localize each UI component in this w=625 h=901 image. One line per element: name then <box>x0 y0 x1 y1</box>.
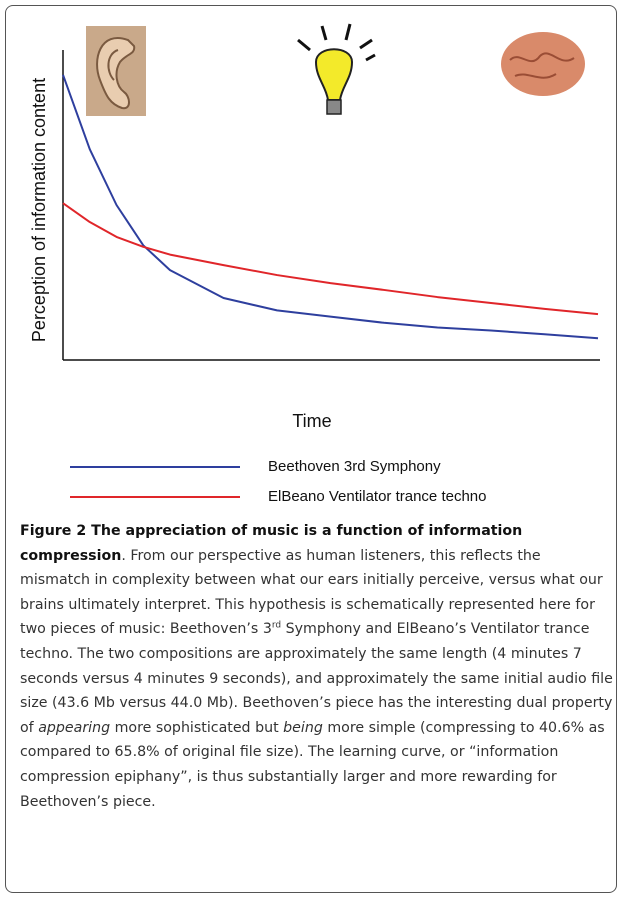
lightbulb-icon <box>298 24 375 114</box>
x-axis-label: Time <box>292 411 331 431</box>
caption-text: rd <box>272 621 281 631</box>
caption: Figure 2 The appreciation of music is a … <box>20 519 614 814</box>
caption-text: appearing <box>38 720 110 736</box>
brain-icon <box>501 32 585 96</box>
legend-label: ElBeano Ventilator trance techno <box>268 488 486 505</box>
series-line <box>63 203 598 314</box>
caption-text: Symphony and ElBeano’s Ventilator trance… <box>20 621 613 735</box>
legend-label: Beethoven 3rd Symphony <box>268 458 441 475</box>
ear-icon <box>86 26 146 116</box>
chart: Perception of information content Time B… <box>0 0 625 510</box>
caption-text: being <box>283 720 323 736</box>
page: Perception of information content Time B… <box>0 0 625 901</box>
caption-text: more sophisticated but <box>110 720 283 736</box>
y-axis-label: Perception of information content <box>29 78 49 342</box>
